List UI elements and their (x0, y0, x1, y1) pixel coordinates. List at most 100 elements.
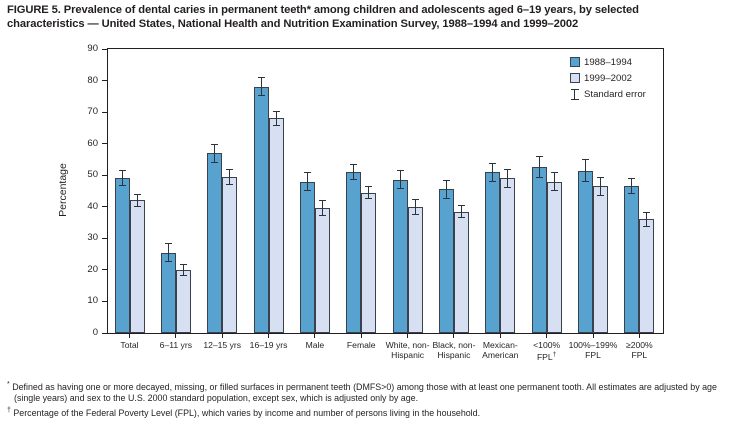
x-axis-label-line: Total (120, 340, 139, 350)
x-axis-category-label: Mexican- American (464, 340, 536, 360)
bar (222, 176, 238, 333)
error-bar (118, 170, 126, 187)
error-bar (457, 205, 465, 218)
x-axis-label-line: Hispanic (391, 350, 425, 360)
y-axis-tick-label: 80 (87, 74, 98, 86)
y-axis-tick (102, 143, 107, 145)
x-axis-label-line: FPL (585, 350, 601, 360)
bar (129, 200, 145, 333)
x-axis-label-line: ≥200% (625, 340, 653, 350)
error-bar (365, 186, 373, 199)
bar (114, 178, 130, 333)
bar (624, 186, 640, 333)
x-axis-tick (592, 333, 594, 338)
bar (546, 181, 562, 333)
error-bar (396, 170, 404, 190)
x-axis-label-line: 6–11 yrs (159, 340, 192, 350)
legend: 1988–1994 1999–2002 Standard error (570, 56, 646, 104)
x-axis-label-line: Male (305, 340, 325, 350)
y-axis-tick-label: 10 (87, 295, 98, 307)
x-axis-category-label: 100%–199% FPL (557, 340, 629, 360)
y-axis-tick (102, 48, 107, 50)
x-axis-tick (129, 333, 130, 338)
footnote-text: Percentage of the Federal Poverty Level … (13, 407, 481, 418)
y-axis-tick (102, 269, 107, 271)
error-bar (179, 263, 187, 277)
figure-title: FIGURE 5. Prevalence of dental caries in… (7, 3, 731, 31)
y-axis-tick (102, 237, 107, 239)
x-axis-category-label: Female (325, 340, 397, 350)
y-axis-tick (102, 111, 107, 113)
legend-row: 1999–2002 (570, 72, 646, 84)
error-bar (411, 198, 419, 215)
error-bar (643, 211, 651, 228)
x-axis-label-line: American (482, 350, 519, 360)
x-axis-tick (546, 333, 548, 338)
x-axis-label-line: Hispanic (437, 350, 471, 360)
error-bar (133, 194, 141, 207)
legend-label: Standard error (584, 88, 646, 100)
footnote-asterisk: * Defined as having one or more decayed,… (7, 379, 733, 405)
y-axis-tick-label: 30 (87, 232, 98, 244)
x-axis-label-line: White, non- (385, 340, 430, 350)
bar (639, 219, 655, 333)
bar (438, 189, 454, 333)
x-axis-tick (499, 333, 501, 338)
bar (160, 252, 176, 333)
standard-error-icon (571, 88, 579, 100)
error-bar (164, 243, 172, 262)
x-axis-category-label: ≥200% FPL (603, 340, 675, 360)
legend-label: 1988–1994 (584, 56, 633, 68)
bar (299, 181, 315, 333)
bar (500, 178, 516, 333)
x-axis-category-label: Total (94, 340, 166, 350)
bar (531, 167, 547, 333)
y-axis-tick-label: 70 (87, 106, 98, 118)
x-axis-label-line: Black, non- (432, 340, 476, 350)
y-axis-tick-label: 60 (87, 137, 98, 149)
x-axis-tick (175, 333, 177, 338)
bar (578, 170, 593, 333)
legend-row: Standard error (570, 88, 646, 100)
dagger-marker: † (552, 351, 557, 358)
figure-title-line-2: characteristics — United States, Nationa… (7, 18, 579, 30)
error-bar (582, 159, 589, 182)
y-axis-tick (102, 80, 107, 82)
x-axis-category-label: 16–19 yrs (233, 340, 305, 350)
x-axis-category-label: Male (279, 340, 351, 350)
error-bar (628, 178, 636, 195)
x-axis-tick (638, 333, 640, 338)
x-axis-label-line: 12–15 yrs (203, 340, 242, 350)
x-axis-label-line: 100%–199% (568, 340, 618, 350)
y-axis-tick-label: 90 (87, 43, 98, 54)
footnote-dagger: † Percentage of the Federal Poverty Leve… (7, 405, 733, 419)
footnotes: * Defined as having one or more decayed,… (7, 379, 733, 419)
bar (485, 172, 501, 333)
x-axis-tick (453, 333, 455, 338)
error-bar (597, 176, 604, 196)
bar (593, 186, 608, 333)
error-bar (504, 168, 512, 188)
x-axis-tick (407, 333, 409, 338)
error-bar (535, 156, 543, 179)
legend-swatch-icon (570, 73, 580, 83)
y-axis-tick (102, 174, 107, 176)
x-axis-tick (360, 333, 362, 338)
y-axis-tick-label: 0 (92, 327, 98, 338)
error-bar (272, 110, 280, 127)
bar (453, 211, 469, 333)
bar-chart: Percentage 1988–1994 1999–2002 Standard er… (57, 43, 664, 362)
x-axis-tick (268, 333, 270, 338)
bar (392, 179, 408, 333)
footnote-marker: † (7, 406, 11, 414)
x-axis-category-label: <100% FPL† (511, 340, 583, 362)
bar (346, 172, 362, 333)
x-axis-category-label: Black, non- Hispanic (418, 340, 490, 360)
y-axis-tick-label: 50 (87, 169, 98, 181)
bar (253, 86, 269, 333)
error-bar (211, 143, 219, 163)
x-axis-category-label: 6–11 yrs (140, 340, 212, 350)
legend-row: 1988–1994 (570, 56, 646, 68)
y-axis-tick (102, 300, 107, 302)
